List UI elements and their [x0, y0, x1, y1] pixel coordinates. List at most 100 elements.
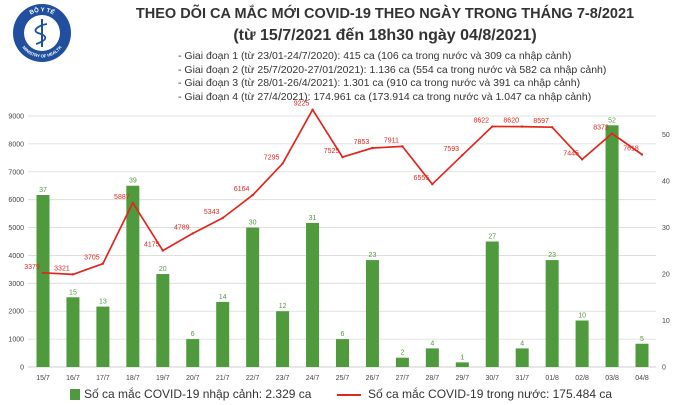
x-tick-label: 26/7	[366, 375, 380, 382]
x-tick-label: 23/7	[276, 375, 290, 382]
line-point	[610, 132, 614, 135]
line-data-label: 7295	[264, 155, 280, 162]
line-point	[550, 126, 554, 129]
bar-imported-cases	[216, 301, 230, 367]
line-point	[281, 162, 284, 165]
bar-data-label: 15	[69, 289, 77, 296]
x-tick-label: 22/7	[246, 375, 260, 382]
y-left-tick-label: 2000	[8, 309, 24, 316]
bar-imported-cases	[455, 362, 469, 367]
y-left-tick-label: 6000	[8, 197, 24, 204]
bar-imported-cases	[186, 339, 200, 367]
y-right-tick-label: 50	[662, 132, 670, 139]
x-tick-label: 25/7	[336, 375, 350, 382]
bar-data-label: 10	[578, 313, 586, 320]
logo-text-top: BỘ Y TẾ	[29, 6, 56, 17]
bar-imported-cases	[365, 260, 379, 367]
y-left-tick-label: 0	[20, 365, 24, 372]
bar-imported-cases	[156, 274, 170, 367]
bar-data-label: 13	[99, 299, 107, 306]
line-data-label: 3321	[54, 265, 70, 272]
line-data-label: 8622	[473, 118, 489, 125]
x-tick-label: 04/8	[635, 375, 649, 382]
line-point	[71, 273, 75, 276]
x-tick-label: 03/8	[605, 375, 619, 382]
bar-imported-cases	[605, 125, 619, 367]
x-tick-label: 16/7	[66, 375, 80, 382]
y-right-tick-label: 30	[662, 225, 670, 232]
x-tick-label: 18/7	[126, 375, 140, 382]
tick-labels: 0100020003000400050006000700080009000010…	[8, 114, 669, 383]
line-point	[580, 158, 584, 161]
line-data-label: 8620	[503, 118, 519, 125]
line-data-label: 7445	[563, 150, 579, 157]
bar-data-label: 4	[520, 340, 524, 347]
line-data-label: 8597	[533, 118, 549, 125]
bar-imported-cases	[635, 343, 649, 367]
line-data-label: 3379	[24, 264, 40, 271]
line-data-label: 4175	[144, 242, 160, 249]
line-point	[521, 125, 524, 128]
bar-imported-cases	[575, 320, 589, 367]
x-tick-label: 17/7	[96, 375, 110, 382]
line-data-label: 7525	[324, 148, 340, 155]
line-data-label: 5887	[114, 194, 130, 201]
period-note: - Giai đoạn 4 (từ 27/4/2021): 174.961 ca…	[178, 90, 592, 103]
bar-data-label: 5	[640, 336, 644, 343]
line-point	[41, 271, 45, 274]
legend-swatch-bar	[70, 389, 80, 400]
bar-data-label: 6	[191, 331, 195, 338]
y-left-tick-label: 1000	[8, 337, 24, 344]
x-tick-label: 02/8	[575, 375, 589, 382]
bar-imported-cases	[36, 195, 50, 367]
line-point	[341, 155, 344, 159]
y-right-tick-label: 0	[662, 365, 666, 372]
legend-label-domestic: Số ca mắc COVID-19 trong nước: 175.484 c…	[368, 387, 613, 401]
line-data-label: 7618	[623, 146, 639, 153]
y-left-tick-label: 3000	[8, 281, 24, 288]
bar-data-label: 31	[309, 215, 317, 222]
x-tick-label: 24/7	[306, 375, 320, 382]
chart-title: THEO DÕI CA MẮC MỚI COVID-19 THEO NGÀY T…	[135, 6, 635, 22]
y-left-tick-label: 8000	[8, 141, 24, 148]
bar-imported-cases	[306, 222, 320, 367]
bars-imported-cases: 37 15 13 39 20 6 14 30 12 31 6 23 2 4 1 27 4 23 10 52 5	[36, 117, 649, 367]
legend-label-imported: Số ca mắc COVID-19 nhập cảnh: 2.329 ca	[84, 387, 312, 401]
x-tick-label: 28/7	[426, 375, 440, 382]
x-tick-label: 29/7	[455, 375, 469, 382]
line-data-label: 8372	[593, 125, 609, 132]
bar-data-label: 30	[249, 220, 257, 227]
line-data-label: 9225	[294, 101, 310, 108]
line-point	[221, 216, 224, 220]
bar-data-label: 52	[608, 117, 616, 124]
bar-imported-cases	[126, 185, 140, 367]
legend-swatch-line	[337, 394, 361, 396]
y-left-tick-label: 4000	[8, 253, 24, 260]
snake-icon	[34, 23, 48, 45]
line-data-label: 4789	[174, 224, 190, 231]
bar-imported-cases	[336, 339, 349, 367]
bar-data-label: 14	[219, 294, 227, 301]
line-data-label: 7911	[384, 137, 399, 144]
line-data-label: 6555	[414, 175, 430, 182]
bar-data-label: 27	[488, 234, 496, 241]
bar-data-label: 6	[341, 331, 345, 338]
x-tick-label: 15/7	[36, 375, 50, 382]
bar-data-label: 2	[400, 350, 404, 357]
y-left-tick-label: 7000	[8, 169, 24, 176]
bar-imported-cases	[485, 241, 499, 367]
line-point	[461, 154, 464, 157]
x-tick-label: 21/7	[216, 375, 230, 382]
bar-imported-cases	[66, 297, 80, 367]
chart-subtitle: (từ 15/7/2021 đến 18h30 ngày 04/8/2021)	[233, 27, 537, 44]
line-data-label: 3705	[84, 255, 100, 262]
bar-imported-cases	[515, 348, 529, 367]
bar-data-label: 20	[159, 266, 167, 273]
line-point	[161, 249, 164, 252]
ministry-of-health-logo: BỘ Y TẾ MINISTRY OF HEALTH	[13, 4, 71, 62]
line-point	[491, 125, 494, 128]
line-point	[131, 201, 135, 205]
bar-data-label: 23	[369, 252, 377, 259]
line-point	[101, 262, 105, 265]
